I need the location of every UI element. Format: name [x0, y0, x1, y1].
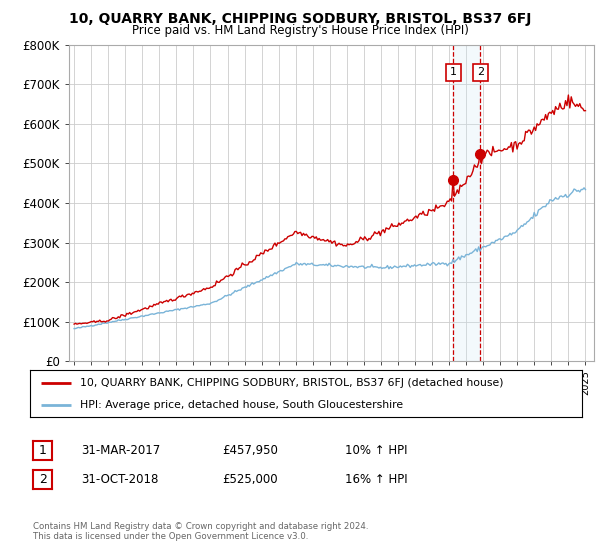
Text: 10% ↑ HPI: 10% ↑ HPI	[345, 444, 407, 458]
Text: 16% ↑ HPI: 16% ↑ HPI	[345, 473, 407, 487]
Text: 1: 1	[450, 68, 457, 77]
Text: 2: 2	[38, 473, 47, 487]
Text: 10, QUARRY BANK, CHIPPING SODBURY, BRISTOL, BS37 6FJ (detached house): 10, QUARRY BANK, CHIPPING SODBURY, BRIST…	[80, 378, 503, 388]
Text: 1: 1	[38, 444, 47, 458]
Text: Contains HM Land Registry data © Crown copyright and database right 2024.: Contains HM Land Registry data © Crown c…	[33, 522, 368, 531]
Bar	[454, 45, 481, 361]
Text: 10, QUARRY BANK, CHIPPING SODBURY, BRISTOL, BS37 6FJ: 10, QUARRY BANK, CHIPPING SODBURY, BRIST…	[69, 12, 531, 26]
Text: £457,950: £457,950	[222, 444, 278, 458]
Text: 31-MAR-2017: 31-MAR-2017	[81, 444, 160, 458]
Text: 31-OCT-2018: 31-OCT-2018	[81, 473, 158, 487]
Text: 2: 2	[477, 68, 484, 77]
Text: HPI: Average price, detached house, South Gloucestershire: HPI: Average price, detached house, Sout…	[80, 400, 403, 410]
Text: £525,000: £525,000	[222, 473, 278, 487]
Text: Price paid vs. HM Land Registry's House Price Index (HPI): Price paid vs. HM Land Registry's House …	[131, 24, 469, 36]
Text: This data is licensed under the Open Government Licence v3.0.: This data is licensed under the Open Gov…	[33, 532, 308, 541]
